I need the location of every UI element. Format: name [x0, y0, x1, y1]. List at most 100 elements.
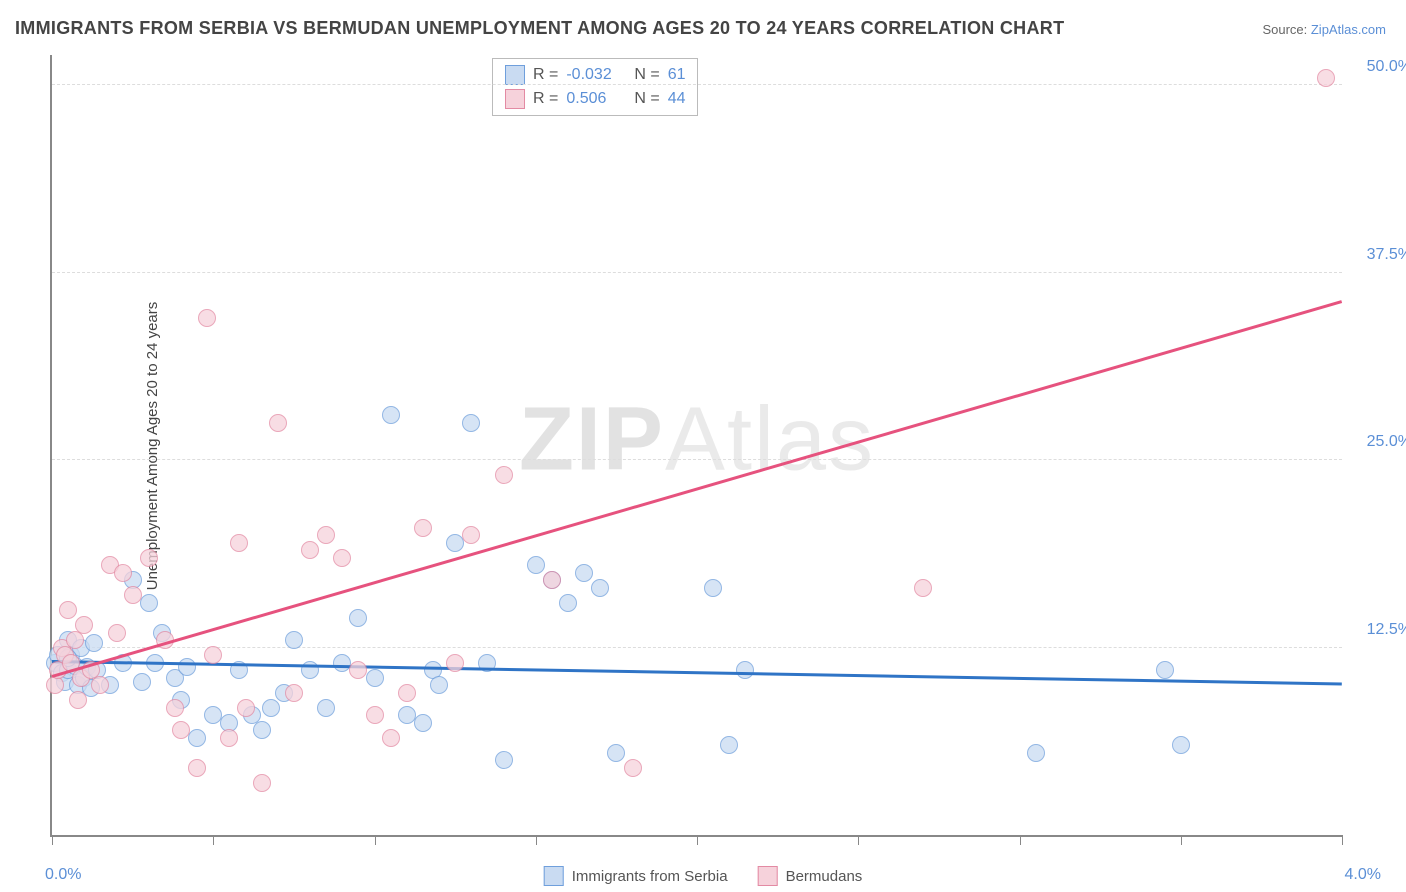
scatter-point-bermudans: [108, 624, 126, 642]
scatter-point-serbia: [414, 714, 432, 732]
scatter-point-bermudans: [495, 466, 513, 484]
scatter-point-bermudans: [237, 699, 255, 717]
scatter-point-serbia: [559, 594, 577, 612]
scatter-point-bermudans: [59, 601, 77, 619]
scatter-point-bermudans: [349, 661, 367, 679]
scatter-point-bermudans: [269, 414, 287, 432]
scatter-point-serbia: [366, 669, 384, 687]
scatter-point-serbia: [736, 661, 754, 679]
scatter-point-serbia: [262, 699, 280, 717]
scatter-point-bermudans: [75, 616, 93, 634]
stat-r-label: R =: [533, 87, 558, 111]
scatter-point-serbia: [607, 744, 625, 762]
scatter-point-bermudans: [285, 684, 303, 702]
legend-item-bermudans: Bermudans: [758, 866, 863, 886]
scatter-point-serbia: [140, 594, 158, 612]
scatter-point-bermudans: [172, 721, 190, 739]
source-attribution: Source: ZipAtlas.com: [1262, 22, 1386, 37]
scatter-point-serbia: [188, 729, 206, 747]
scatter-point-bermudans: [624, 759, 642, 777]
scatter-point-bermudans: [1317, 69, 1335, 87]
legend-label: Immigrants from Serbia: [572, 868, 728, 885]
stat-r-value: 0.506: [566, 87, 626, 111]
gridline: [52, 84, 1342, 85]
x-tick: [52, 835, 53, 845]
legend-swatch: [505, 65, 525, 85]
gridline: [52, 647, 1342, 648]
watermark-bold: ZIP: [519, 389, 665, 489]
legend-item-serbia: Immigrants from Serbia: [544, 866, 728, 886]
scatter-point-serbia: [462, 414, 480, 432]
x-tick: [375, 835, 376, 845]
legend-swatch: [544, 866, 564, 886]
scatter-point-serbia: [1172, 736, 1190, 754]
scatter-point-serbia: [1156, 661, 1174, 679]
scatter-point-serbia: [1027, 744, 1045, 762]
scatter-point-bermudans: [204, 646, 222, 664]
scatter-point-bermudans: [914, 579, 932, 597]
scatter-point-serbia: [285, 631, 303, 649]
scatter-point-bermudans: [446, 654, 464, 672]
correlation-stats-box: R =-0.032N =61R =0.506N =44: [492, 58, 698, 116]
scatter-point-serbia: [85, 634, 103, 652]
scatter-point-bermudans: [333, 549, 351, 567]
scatter-point-serbia: [591, 579, 609, 597]
x-tick: [858, 835, 859, 845]
stat-n-value: 44: [668, 87, 686, 111]
scatter-point-serbia: [575, 564, 593, 582]
watermark-rest: Atlas: [665, 389, 875, 489]
scatter-point-bermudans: [301, 541, 319, 559]
scatter-point-bermudans: [230, 534, 248, 552]
gridline: [52, 272, 1342, 273]
scatter-point-bermudans: [166, 699, 184, 717]
scatter-point-bermudans: [317, 526, 335, 544]
scatter-point-bermudans: [198, 309, 216, 327]
gridline: [52, 459, 1342, 460]
scatter-point-bermudans: [114, 564, 132, 582]
x-tick: [1342, 835, 1343, 845]
scatter-point-bermudans: [188, 759, 206, 777]
scatter-point-bermudans: [543, 571, 561, 589]
scatter-point-serbia: [349, 609, 367, 627]
x-tick: [1181, 835, 1182, 845]
y-tick-label: 50.0%: [1367, 58, 1406, 76]
scatter-point-serbia: [704, 579, 722, 597]
source-link[interactable]: ZipAtlas.com: [1311, 22, 1386, 37]
legend-label: Bermudans: [786, 868, 863, 885]
y-tick-label: 37.5%: [1367, 246, 1406, 264]
scatter-point-bermudans: [414, 519, 432, 537]
scatter-point-serbia: [495, 751, 513, 769]
scatter-point-bermudans: [91, 676, 109, 694]
x-tick: [536, 835, 537, 845]
scatter-point-bermudans: [140, 549, 158, 567]
scatter-point-bermudans: [366, 706, 384, 724]
x-tick: [213, 835, 214, 845]
scatter-point-serbia: [720, 736, 738, 754]
x-tick: [1020, 835, 1021, 845]
bottom-legend: Immigrants from Serbia Bermudans: [544, 866, 863, 886]
x-axis-min-label: 0.0%: [45, 866, 81, 884]
source-prefix: Source:: [1262, 22, 1310, 37]
legend-swatch: [505, 89, 525, 109]
watermark: ZIPAtlas: [519, 388, 875, 491]
scatter-point-serbia: [253, 721, 271, 739]
stat-row-bermudans: R =0.506N =44: [505, 87, 685, 111]
scatter-point-bermudans: [66, 631, 84, 649]
scatter-plot-area: ZIPAtlas R =-0.032N =61R =0.506N =44 12.…: [50, 55, 1342, 837]
scatter-point-bermudans: [382, 729, 400, 747]
y-tick-label: 25.0%: [1367, 433, 1406, 451]
scatter-point-bermudans: [253, 774, 271, 792]
scatter-point-bermudans: [220, 729, 238, 747]
scatter-point-serbia: [133, 673, 151, 691]
regression-line-bermudans: [52, 300, 1343, 677]
scatter-point-serbia: [178, 658, 196, 676]
scatter-point-serbia: [527, 556, 545, 574]
y-tick-label: 12.5%: [1367, 621, 1406, 639]
scatter-point-bermudans: [124, 586, 142, 604]
x-tick: [697, 835, 698, 845]
scatter-point-serbia: [382, 406, 400, 424]
scatter-point-serbia: [430, 676, 448, 694]
scatter-point-bermudans: [398, 684, 416, 702]
scatter-point-bermudans: [462, 526, 480, 544]
x-axis-max-label: 4.0%: [1345, 866, 1381, 884]
